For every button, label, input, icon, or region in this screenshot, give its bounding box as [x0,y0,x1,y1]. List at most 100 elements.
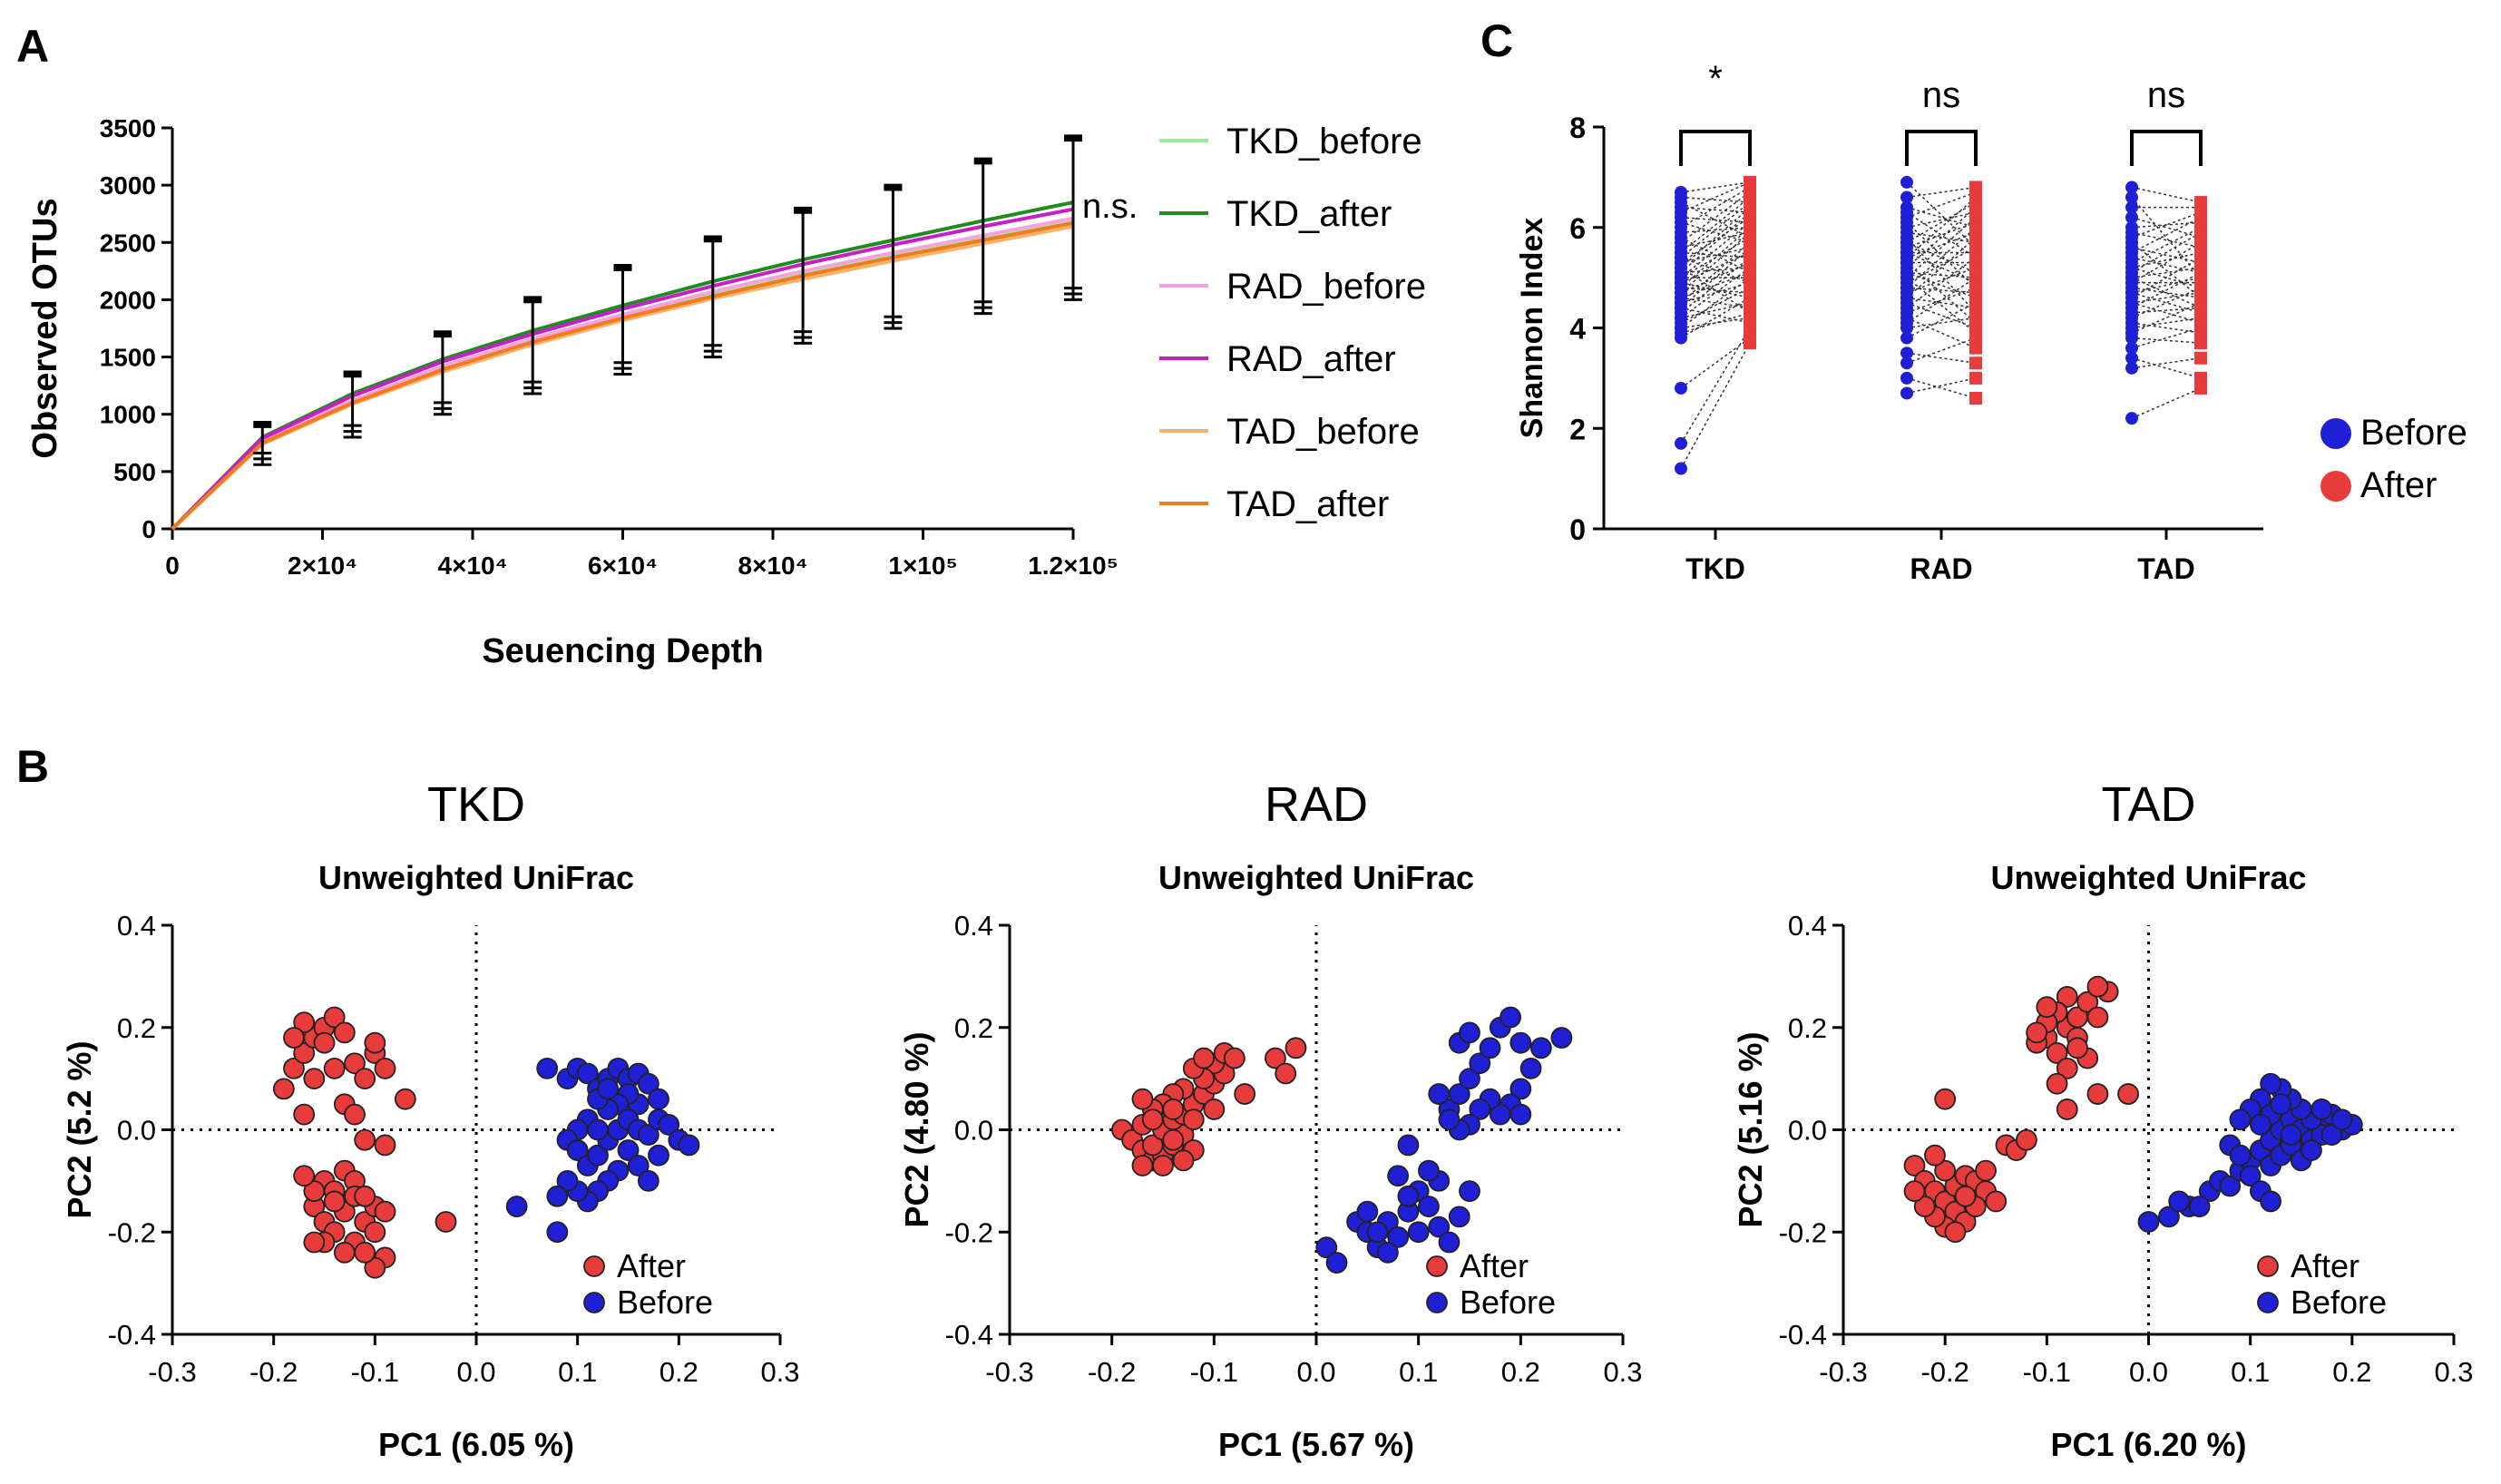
after-point [2086,1083,2109,1105]
before-point [1459,1021,1480,1044]
pair-line [2131,317,2202,329]
pair-line [2131,302,2202,324]
after-point [1969,392,1982,405]
pair-line [2131,287,2202,299]
after-point [2194,351,2207,365]
before-point [1500,1006,1521,1029]
x-tick-label: RAD [1910,552,1972,585]
significance-bracket [1679,130,1752,166]
after-point [2046,1042,2068,1064]
pair-line [2131,231,2202,274]
pair-line [2131,186,2202,203]
before-point [1900,331,1913,345]
pair-line [2131,231,2202,249]
pair-line [1680,237,1751,278]
after-point [283,1057,305,1079]
x-tick-label: 0.0 [456,1356,495,1388]
pair-line [2131,356,2202,369]
before-point [2229,1144,2252,1167]
after-point [1969,220,1982,234]
after-point [1924,1144,1946,1167]
x-tick-label: 2×10⁴ [288,552,357,580]
after-point [1744,206,1756,220]
after-point [2194,240,2207,254]
after-point [2194,271,2207,285]
before-point [2330,1108,2353,1131]
pair-line [1906,277,1977,334]
pair-line [1906,287,1977,314]
after-point [293,1165,316,1187]
chart-title: Unweighted UniFrac [1990,859,2306,896]
pair-line [1906,241,1977,274]
after-point [1969,206,1982,220]
before-point [536,1057,559,1079]
after-point [1969,371,1982,385]
ns-annotation: n.s. [1082,188,1138,226]
before-point [1387,1165,1410,1187]
legend-label: TKD_before [1226,122,1422,161]
before-point [1675,381,1687,395]
legend-marker [583,1255,605,1277]
x-tick-label: 8×10⁴ [738,552,808,580]
before-point [1397,1185,1420,1207]
after-point [1969,196,1982,210]
after-point [2194,327,2207,340]
x-axis-title: PC1 (6.05 %) [378,1426,574,1463]
before-point [2125,220,2138,234]
before-point [2280,1124,2302,1147]
legend-label: TKD_after [1226,194,1392,234]
pair-line [1680,237,1751,274]
before-point [597,1078,620,1100]
pair-line [1906,297,1977,309]
after-point [1203,1098,1226,1120]
x-tick-label: 0.1 [1399,1356,1438,1388]
before-point [2125,341,2138,355]
before-point [637,1124,659,1147]
before-point [587,1118,609,1141]
after-point [2194,230,2207,244]
after-point [1131,1088,1154,1110]
x-tick-label: 1×10⁵ [888,552,957,580]
after-point [394,1088,416,1110]
after-point [2194,256,2207,269]
before-point [1900,356,1913,370]
x-tick-label: -0.1 [351,1356,399,1388]
pair-line [1906,257,1977,308]
y-tick-label: 0 [1569,513,1586,546]
pair-line [1680,302,1751,319]
pair-line [1680,211,1751,274]
after-point [303,1068,326,1090]
pair-line [1680,297,1751,339]
group-title: RAD [1265,777,1368,832]
before-point [1509,1078,1532,1100]
pair-line [1906,302,1977,329]
significance-label: * [1708,59,1723,99]
after-point [1141,1134,1164,1157]
pair-line [2131,247,2202,264]
pair-line [1906,186,1977,199]
legend-marker [2257,1292,2279,1313]
x-axis-title: PC1 (5.67 %) [1218,1426,1414,1463]
after-point [313,1031,336,1054]
y-tick-label: 0.2 [954,1012,993,1044]
after-point [2194,196,2207,210]
x-tick-label: -0.3 [148,1356,196,1388]
after-point [2194,281,2207,295]
after-point [272,1078,295,1100]
before-point [2188,1196,2211,1217]
pair-line [1680,196,1751,203]
before-point [617,1139,640,1161]
legend-marker [2320,471,2351,502]
pair-line [2131,322,2202,334]
legend-label: Before [2291,1284,2387,1321]
pair-line [1680,271,1751,298]
before-point [1428,1083,1451,1105]
after-point [1969,281,1982,295]
after-point [364,1221,386,1244]
pair-line [2131,267,2202,288]
after-point [293,1042,316,1064]
after-point [333,1021,356,1044]
after-point [2194,291,2207,305]
before-point [1448,1206,1470,1228]
after-point [2194,301,2207,315]
